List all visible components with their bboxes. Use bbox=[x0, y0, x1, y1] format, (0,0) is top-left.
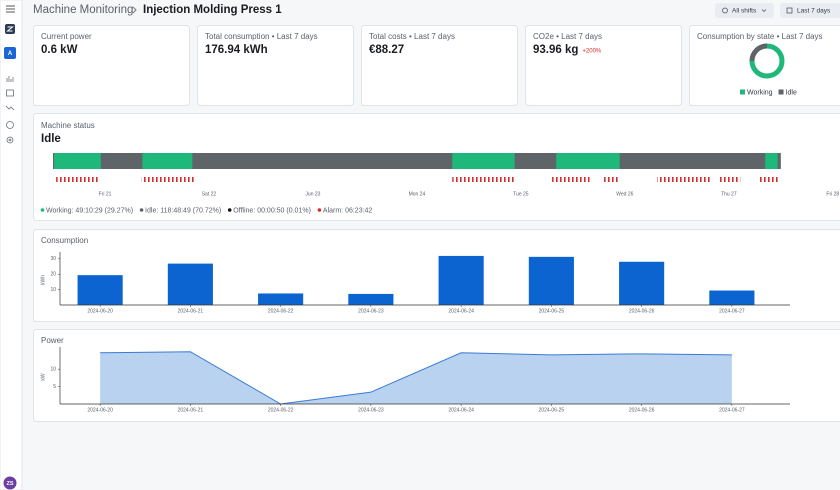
alarm-interval bbox=[56, 177, 100, 182]
sidebar bbox=[0, 0, 22, 490]
alarm-interval bbox=[552, 177, 589, 182]
legend-label: Offline: 00:00:50 (0.01%) bbox=[233, 207, 311, 214]
x-tick-label: 2024-06-27 bbox=[719, 308, 745, 314]
x-tick-label: 2024-06-23 bbox=[358, 407, 384, 413]
y-tick-label: 10 bbox=[50, 366, 56, 372]
legend-label: Alarm: 06:23:42 bbox=[323, 207, 373, 214]
page-title: Injection Molding Press 1 bbox=[143, 4, 282, 16]
legend-label: Working bbox=[747, 89, 773, 96]
x-tick-label: 2024-06-26 bbox=[629, 308, 655, 314]
legend-dot bbox=[228, 208, 232, 212]
state-interval bbox=[452, 153, 514, 169]
chart-title: Consumption by state • Last 7 days bbox=[697, 32, 823, 41]
x-tick-label: Fri 21 bbox=[99, 191, 112, 197]
bar bbox=[709, 291, 754, 305]
x-tick-label: Mon 24 bbox=[409, 191, 426, 197]
state-interval bbox=[765, 153, 777, 169]
y-tick-label: 20 bbox=[50, 272, 56, 278]
kpi-badge: +200% bbox=[582, 49, 602, 55]
alarm-interval bbox=[657, 177, 710, 182]
kpi-value: €88.27 bbox=[369, 44, 404, 56]
state-interval bbox=[54, 153, 101, 169]
kpi-label: CO2e • Last 7 days bbox=[533, 32, 602, 41]
kpi-value: 176.94 kWh bbox=[205, 44, 268, 56]
legend-label: Idle bbox=[786, 89, 797, 96]
kpi-label: Total consumption • Last 7 days bbox=[205, 32, 318, 41]
kpi-value: 0.6 kW bbox=[41, 44, 78, 56]
legend-dot bbox=[41, 208, 45, 212]
status-state: Idle bbox=[41, 133, 61, 145]
x-tick-label: Jun 23 bbox=[305, 191, 320, 197]
bar bbox=[529, 257, 574, 305]
alarm-interval bbox=[141, 177, 195, 182]
x-tick-label: Wed 26 bbox=[616, 191, 633, 197]
x-tick-label: Thu 27 bbox=[721, 191, 737, 197]
legend-label: Idle: 118:48:49 (70.72%) bbox=[145, 207, 221, 214]
avatar-initials: ZS bbox=[6, 481, 13, 487]
state-interval bbox=[556, 153, 619, 169]
x-tick-label: 2024-06-24 bbox=[448, 407, 474, 413]
bar bbox=[168, 264, 213, 305]
x-tick-label: Sat 22 bbox=[202, 191, 217, 197]
x-tick-label: 2024-06-25 bbox=[539, 308, 565, 314]
legend-swatch bbox=[779, 90, 784, 95]
alarm-interval bbox=[452, 177, 514, 182]
legend-dot bbox=[140, 208, 144, 212]
kpi-value: 93.96 kg bbox=[533, 44, 578, 56]
legend-swatch bbox=[740, 90, 745, 95]
kpi-label: Total costs • Last 7 days bbox=[369, 32, 455, 41]
bar bbox=[78, 275, 123, 305]
x-tick-label: 2024-06-26 bbox=[629, 407, 655, 413]
x-tick-label: 2024-06-20 bbox=[87, 308, 113, 314]
y-tick-label: 5 bbox=[53, 384, 56, 390]
x-tick-label: 2024-06-21 bbox=[178, 308, 204, 314]
range-label: Last 7 days bbox=[797, 8, 831, 15]
x-tick-label: 2024-06-24 bbox=[448, 308, 474, 314]
legend-label: Working: 49:10:29 (29.27%) bbox=[46, 207, 133, 214]
alarm-interval bbox=[760, 177, 780, 182]
shift-label: All shifts bbox=[732, 8, 757, 15]
bar bbox=[348, 294, 393, 305]
y-axis-label: kW bbox=[40, 373, 46, 381]
workspace-initial: A bbox=[8, 51, 13, 57]
x-tick-label: 2024-06-25 bbox=[539, 407, 565, 413]
x-tick-label: 2024-06-21 bbox=[178, 407, 204, 413]
breadcrumb-chevron bbox=[133, 7, 136, 13]
x-tick-label: 2024-06-20 bbox=[87, 407, 113, 413]
x-tick-label: 2024-06-22 bbox=[268, 407, 294, 413]
y-tick-label: 30 bbox=[50, 256, 56, 262]
y-tick-label: 10 bbox=[50, 287, 56, 293]
alarm-interval bbox=[604, 177, 620, 182]
x-tick-label: 2024-06-22 bbox=[268, 308, 294, 314]
state-interval bbox=[142, 153, 192, 169]
x-tick-label: 2024-06-23 bbox=[358, 308, 384, 314]
bar bbox=[619, 262, 664, 305]
kpi-label: Current power bbox=[41, 32, 92, 41]
legend-dot bbox=[318, 208, 322, 212]
bar bbox=[439, 256, 484, 305]
breadcrumb[interactable]: Machine Monitoring bbox=[33, 4, 133, 16]
x-tick-label: 2024-06-27 bbox=[719, 407, 745, 413]
chart-title: Consumption bbox=[41, 236, 88, 245]
alarm-interval bbox=[719, 177, 740, 182]
chart-title: Machine status bbox=[41, 121, 95, 130]
chart-title: Power bbox=[41, 336, 64, 345]
x-tick-label: Tue 25 bbox=[513, 191, 529, 197]
x-tick-label: Fri 28 bbox=[826, 191, 839, 197]
bar bbox=[258, 293, 303, 305]
y-axis-label: kWh bbox=[40, 275, 46, 285]
